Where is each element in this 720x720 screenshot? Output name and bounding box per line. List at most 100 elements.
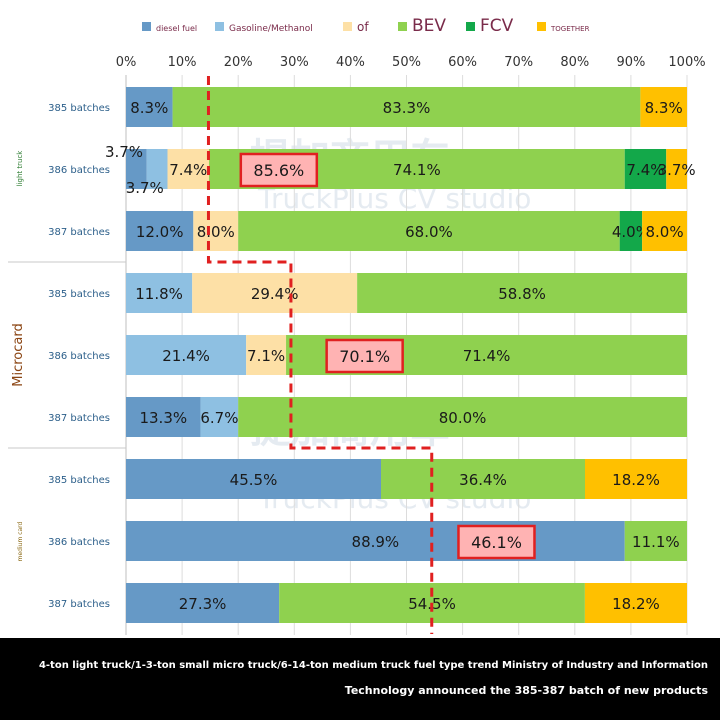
bar-segment <box>666 149 687 189</box>
row-label: 387 batches <box>48 227 110 238</box>
data-label: 7.4% <box>626 161 664 179</box>
annotation-label: 46.1% <box>471 533 522 552</box>
bar-segment <box>126 273 193 313</box>
data-label: 6.7% <box>200 409 238 427</box>
annotation-box <box>457 524 536 560</box>
x-tick-label: 0% <box>116 55 137 70</box>
bar-segment <box>642 211 687 251</box>
data-label: 12.0% <box>136 223 184 241</box>
bar-segment <box>126 459 381 499</box>
data-label: 83.3% <box>383 99 431 117</box>
x-tick-label: 70% <box>504 55 533 70</box>
data-label: 45.5% <box>230 471 278 489</box>
data-label: 4.0% <box>612 223 650 241</box>
row-label: 385 batches <box>48 289 110 300</box>
x-tick-label: 50% <box>392 55 421 70</box>
x-tick-label: 60% <box>448 55 477 70</box>
bar-segment <box>238 211 620 251</box>
group-label: light truck <box>16 150 24 187</box>
data-label: 88.9% <box>352 533 400 551</box>
bar-segment <box>126 87 173 127</box>
bar-segment <box>167 149 210 189</box>
data-label: 18.2% <box>612 595 660 613</box>
annotation-box <box>239 152 319 188</box>
row-label: 385 batches <box>48 475 110 486</box>
annotation-box <box>325 338 404 374</box>
bar-segment <box>126 521 625 561</box>
data-label: 11.8% <box>135 285 183 303</box>
bar-segment <box>585 459 687 499</box>
data-label: 13.3% <box>139 409 187 427</box>
data-label: 8.0% <box>646 223 684 241</box>
trend-line <box>206 76 434 634</box>
data-label: 8.3% <box>130 99 168 117</box>
x-tick-label: 10% <box>168 55 197 70</box>
data-label: 8.3% <box>645 99 683 117</box>
bar-segment <box>357 273 687 313</box>
row-label: 387 batches <box>48 413 110 424</box>
bar-segment <box>381 459 585 499</box>
data-label: 18.2% <box>612 471 660 489</box>
group-label: Microcard <box>11 323 26 386</box>
footer-caption-line-2: Technology announced the 385-387 batch o… <box>344 684 708 697</box>
bar-segment <box>624 521 687 561</box>
annotation-label: 85.6% <box>253 161 304 180</box>
data-label: 80.0% <box>439 409 487 427</box>
bar-segment <box>126 335 247 375</box>
row-label: 386 batches <box>48 351 110 362</box>
legend-swatch <box>398 22 407 31</box>
bar-segment <box>624 149 667 189</box>
legend-label: TOGETHER <box>550 25 590 33</box>
x-tick-label: 80% <box>560 55 589 70</box>
data-label: 74.1% <box>393 161 441 179</box>
data-label: 27.3% <box>179 595 227 613</box>
bar-segment <box>126 583 280 623</box>
bar-segment <box>126 211 194 251</box>
legend-swatch <box>142 22 151 31</box>
fuel-type-chart: 提加商用车TruckPlus CV studio提加商用车TruckPlus C… <box>8 16 706 635</box>
legend-swatch <box>215 22 224 31</box>
x-tick-label: 40% <box>336 55 365 70</box>
bar-segment <box>193 211 239 251</box>
legend-swatch <box>466 22 475 31</box>
bar-segment <box>192 273 358 313</box>
legend-label: FCV <box>480 16 514 36</box>
footer-bar: 4-ton light truck/1-3-ton small micro tr… <box>0 638 720 720</box>
bar-segment <box>619 211 643 251</box>
legend-label: diesel fuel <box>156 24 197 33</box>
data-label: 36.4% <box>459 471 507 489</box>
data-label: 7.4% <box>169 161 207 179</box>
legend-swatch <box>343 22 352 31</box>
bar-segment <box>126 397 201 437</box>
bar-segment <box>640 87 687 127</box>
data-label: 21.4% <box>162 347 210 365</box>
x-tick-label: 20% <box>224 55 253 70</box>
x-tick-label: 100% <box>668 55 705 70</box>
data-label: 3.7% <box>126 179 164 197</box>
bar-segment <box>246 335 287 375</box>
group-label: medium card <box>17 521 24 561</box>
bar-segment <box>200 397 239 437</box>
annotation-label: 70.1% <box>339 347 390 366</box>
row-label: 385 batches <box>48 103 110 114</box>
legend-swatch <box>537 22 546 31</box>
data-label: 11.1% <box>632 533 680 551</box>
data-label: 7.1% <box>247 347 285 365</box>
bar-segment <box>172 87 641 127</box>
x-tick-label: 30% <box>280 55 309 70</box>
legend-label: of <box>357 20 369 34</box>
row-label: 386 batches <box>48 165 110 176</box>
data-label: 3.7% <box>658 161 696 179</box>
data-label: 29.4% <box>251 285 299 303</box>
x-tick-label: 90% <box>616 55 645 70</box>
legend-label: BEV <box>412 16 446 36</box>
bar-segment <box>126 149 147 189</box>
bar-segment <box>146 149 168 189</box>
bar-segment <box>238 397 687 437</box>
row-label: 387 batches <box>48 599 110 610</box>
data-label: 58.8% <box>498 285 546 303</box>
data-label: 68.0% <box>405 223 453 241</box>
legend-label: Gasoline/Methanol <box>229 24 313 34</box>
footer-caption-line-1: 4-ton light truck/1-3-ton small micro tr… <box>38 660 708 671</box>
